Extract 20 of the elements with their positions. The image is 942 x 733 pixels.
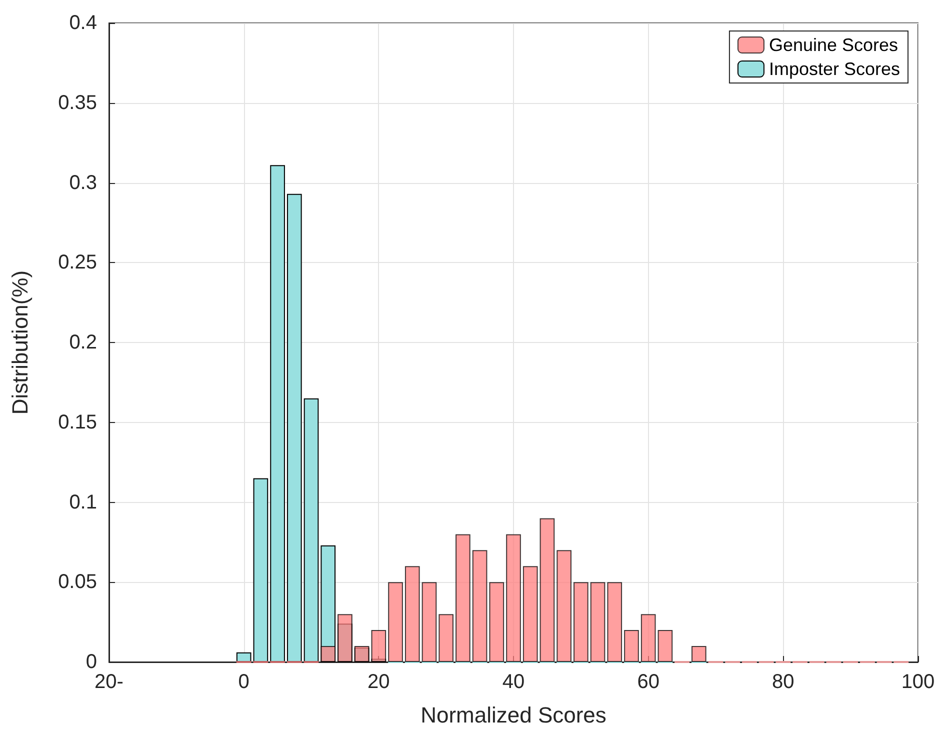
legend-label: Genuine Scores	[768, 35, 898, 55]
y-tick-label: 0.15	[58, 411, 97, 434]
x-tick-label: 0	[238, 671, 250, 693]
y-tick-label: 0	[86, 651, 97, 673]
y-axis-title: Distribution(%)	[8, 270, 32, 415]
x-tick-label: 40	[502, 671, 525, 693]
x-axis-title: Normalized Scores	[420, 702, 606, 728]
legend-label: Imposter Scores	[768, 59, 900, 79]
x-tick-label: 60	[637, 671, 660, 693]
x-tick-label: 20	[368, 671, 390, 693]
x-tick-label: 20-	[94, 671, 124, 693]
x-tick-label: 80	[772, 671, 794, 693]
y-tick-label: 0.4	[69, 12, 97, 34]
y-tick-label: 0.2	[69, 332, 97, 354]
y-tick-label: 0.05	[58, 571, 97, 594]
y-tick-label: 0.3	[69, 172, 97, 194]
y-tick-label: 0.25	[58, 252, 97, 274]
x-tick-label: 100	[901, 671, 935, 693]
y-tick-label: 0.1	[69, 491, 97, 514]
y-tick-label: 0.35	[58, 92, 97, 114]
